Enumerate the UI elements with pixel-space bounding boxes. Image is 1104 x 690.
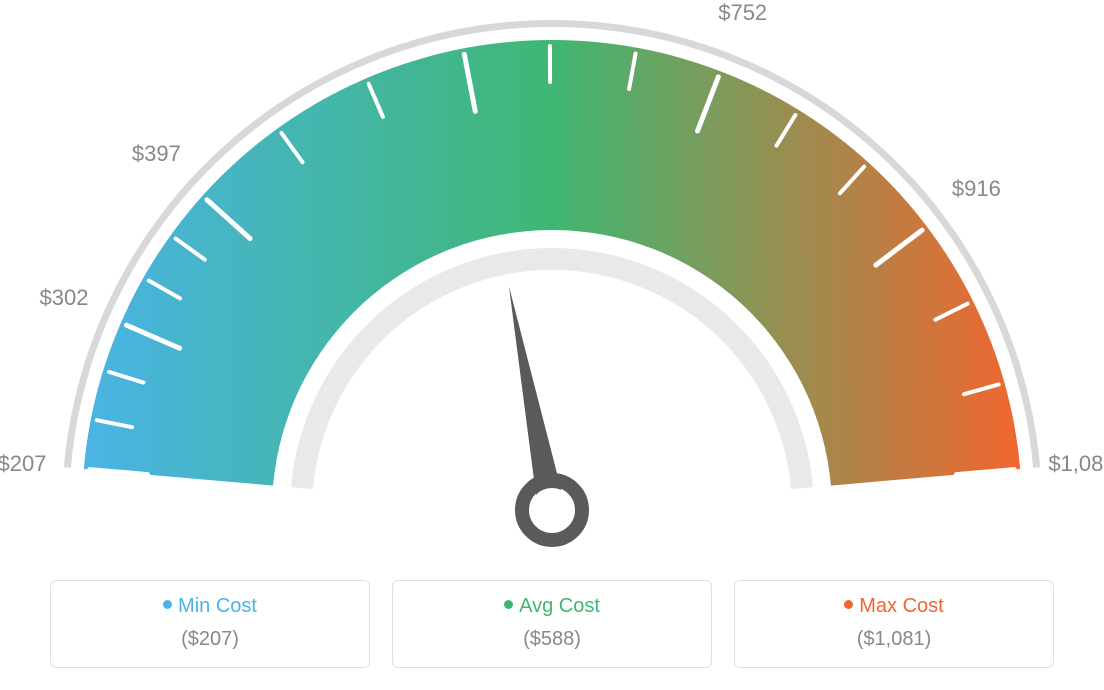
legend-min-title: Min Cost: [61, 595, 359, 618]
legend-max-value: ($1,081): [745, 628, 1043, 651]
gauge-svg: [0, 0, 1104, 560]
legend-card-avg: Avg Cost ($588): [392, 580, 712, 668]
gauge-tick-label: $302: [40, 285, 89, 311]
gauge-chart: $207 $302 $397 $588 $752 $916 $1,081: [0, 0, 1104, 560]
legend-row: Min Cost ($207) Avg Cost ($588) Max Cost…: [0, 580, 1104, 668]
legend-max-label: Max Cost: [859, 595, 943, 617]
legend-min-label: Min Cost: [178, 595, 257, 617]
legend-min-value: ($207): [61, 628, 359, 651]
legend-card-min: Min Cost ($207): [50, 580, 370, 668]
legend-avg-value: ($588): [403, 628, 701, 651]
legend-avg-title: Avg Cost: [403, 595, 701, 618]
dot-icon: [844, 600, 853, 609]
legend-card-max: Max Cost ($1,081): [734, 580, 1054, 668]
gauge-tick-label: $1,081: [1048, 451, 1104, 477]
gauge-tick-label: $916: [952, 176, 1001, 202]
gauge-tick-label: $207: [0, 451, 46, 477]
gauge-tick-label: $397: [132, 141, 181, 167]
legend-avg-label: Avg Cost: [519, 595, 600, 617]
gauge-tick-label: $588: [427, 0, 476, 1]
dot-icon: [504, 600, 513, 609]
dot-icon: [163, 600, 172, 609]
legend-max-title: Max Cost: [745, 595, 1043, 618]
gauge-tick-label: $752: [718, 0, 767, 26]
